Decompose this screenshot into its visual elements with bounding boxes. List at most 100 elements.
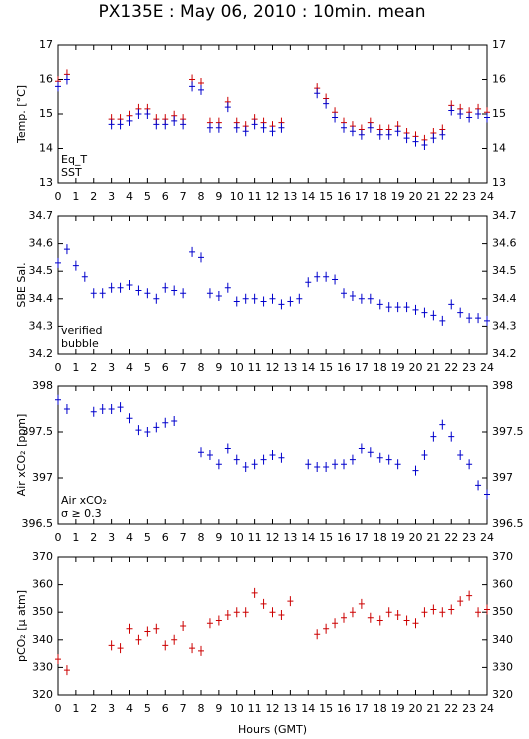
y-tick-label: 34.5 — [29, 264, 54, 277]
x-tick-label: 12 — [266, 531, 280, 544]
data-point — [180, 621, 187, 631]
legend-label: bubble — [61, 337, 99, 350]
x-tick-label: 3 — [108, 702, 115, 715]
x-tick-label: 8 — [198, 702, 205, 715]
data-point — [466, 112, 473, 123]
x-tick-label: 10 — [230, 702, 244, 715]
y-tick-label-right: 34.6 — [492, 237, 517, 250]
data-point — [224, 282, 231, 293]
data-point — [180, 288, 187, 299]
data-point — [55, 394, 61, 405]
data-point — [448, 105, 455, 116]
data-point — [63, 244, 70, 255]
x-tick-label: 21 — [426, 531, 440, 544]
data-point — [135, 634, 142, 645]
data-point — [55, 257, 61, 268]
x-tick-label: 21 — [426, 190, 440, 203]
data-point — [117, 402, 124, 413]
x-tick-label: 1 — [72, 361, 79, 374]
y-axis-label: Air xCO₂ [ppm] — [15, 414, 28, 497]
y-tick-label-right: 13 — [492, 176, 506, 189]
x-tick-label: 8 — [198, 531, 205, 544]
x-tick-label: 24 — [480, 190, 494, 203]
data-point — [251, 119, 258, 130]
y-tick-label-right: 34.4 — [492, 292, 517, 305]
data-point — [367, 612, 374, 623]
y-tick-label-right: 397.5 — [492, 425, 524, 438]
data-point — [206, 618, 213, 629]
data-point — [251, 293, 258, 304]
data-point — [341, 122, 347, 133]
x-tick-label: 9 — [215, 190, 222, 203]
y-tick-label: 34.2 — [29, 347, 54, 360]
data-point — [484, 604, 490, 615]
data-point — [323, 461, 330, 472]
x-tick-label: 20 — [409, 702, 423, 715]
data-point — [296, 293, 303, 304]
data-point — [126, 115, 133, 126]
x-tick-label: 20 — [409, 531, 423, 544]
x-tick-label: 8 — [198, 361, 205, 374]
data-point — [224, 443, 231, 454]
data-point — [358, 443, 365, 454]
x-tick-label: 14 — [301, 531, 315, 544]
data-point — [90, 288, 97, 299]
x-tick-label: 1 — [72, 702, 79, 715]
y-tick-label-right: 320 — [492, 688, 513, 701]
data-point — [269, 450, 276, 460]
data-point — [484, 489, 490, 500]
x-tick-label: 14 — [301, 361, 315, 374]
data-point — [233, 454, 240, 465]
y-tick-label: 396.5 — [22, 517, 54, 530]
data-point — [367, 447, 374, 458]
x-tick-label: 13 — [283, 702, 297, 715]
x-tick-label: 22 — [444, 531, 458, 544]
x-tick-label: 19 — [391, 361, 405, 374]
data-point — [90, 406, 97, 417]
data-point — [448, 431, 455, 442]
data-point — [412, 465, 419, 476]
data-point — [457, 109, 464, 119]
x-tick-label: 3 — [108, 531, 115, 544]
y-tick-label: 34.7 — [29, 209, 54, 222]
data-point — [332, 112, 339, 123]
data-point — [251, 459, 258, 470]
data-point — [135, 425, 142, 436]
data-point — [162, 119, 169, 130]
data-point — [475, 480, 482, 491]
data-point — [332, 274, 339, 285]
x-tick-label: 18 — [373, 190, 387, 203]
data-point — [412, 136, 419, 147]
data-point — [198, 252, 204, 263]
data-point — [457, 450, 464, 460]
y-tick-label-right: 34.7 — [492, 209, 517, 222]
data-point — [117, 282, 124, 293]
data-point — [457, 307, 464, 318]
data-point — [153, 422, 160, 433]
x-tick-label: 7 — [180, 361, 187, 374]
data-point — [376, 452, 383, 463]
y-tick-label-right: 17 — [492, 38, 506, 51]
data-point — [135, 109, 142, 119]
data-point — [341, 459, 347, 470]
data-point — [439, 315, 446, 326]
data-point — [233, 296, 240, 307]
data-point — [475, 109, 482, 119]
x-tick-label: 15 — [319, 702, 333, 715]
x-tick-label: 17 — [355, 190, 369, 203]
legend-label: Air xCO₂ — [61, 494, 107, 507]
x-tick-label: 20 — [409, 190, 423, 203]
y-tick-label: 340 — [32, 633, 53, 646]
x-tick-label: 3 — [108, 190, 115, 203]
data-point — [260, 454, 267, 465]
x-tick-label: 5 — [144, 190, 151, 203]
data-point — [63, 665, 70, 676]
data-point — [215, 122, 222, 133]
data-point — [341, 612, 347, 623]
data-point — [215, 615, 222, 626]
data-point — [108, 640, 115, 651]
x-tick-label: 4 — [126, 190, 133, 203]
legend-label: Eq_T — [61, 153, 87, 166]
data-point — [385, 302, 392, 313]
